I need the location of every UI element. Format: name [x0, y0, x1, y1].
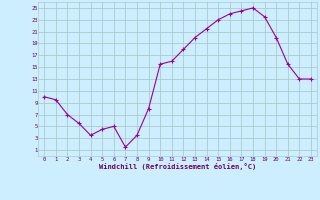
X-axis label: Windchill (Refroidissement éolien,°C): Windchill (Refroidissement éolien,°C)	[99, 163, 256, 170]
